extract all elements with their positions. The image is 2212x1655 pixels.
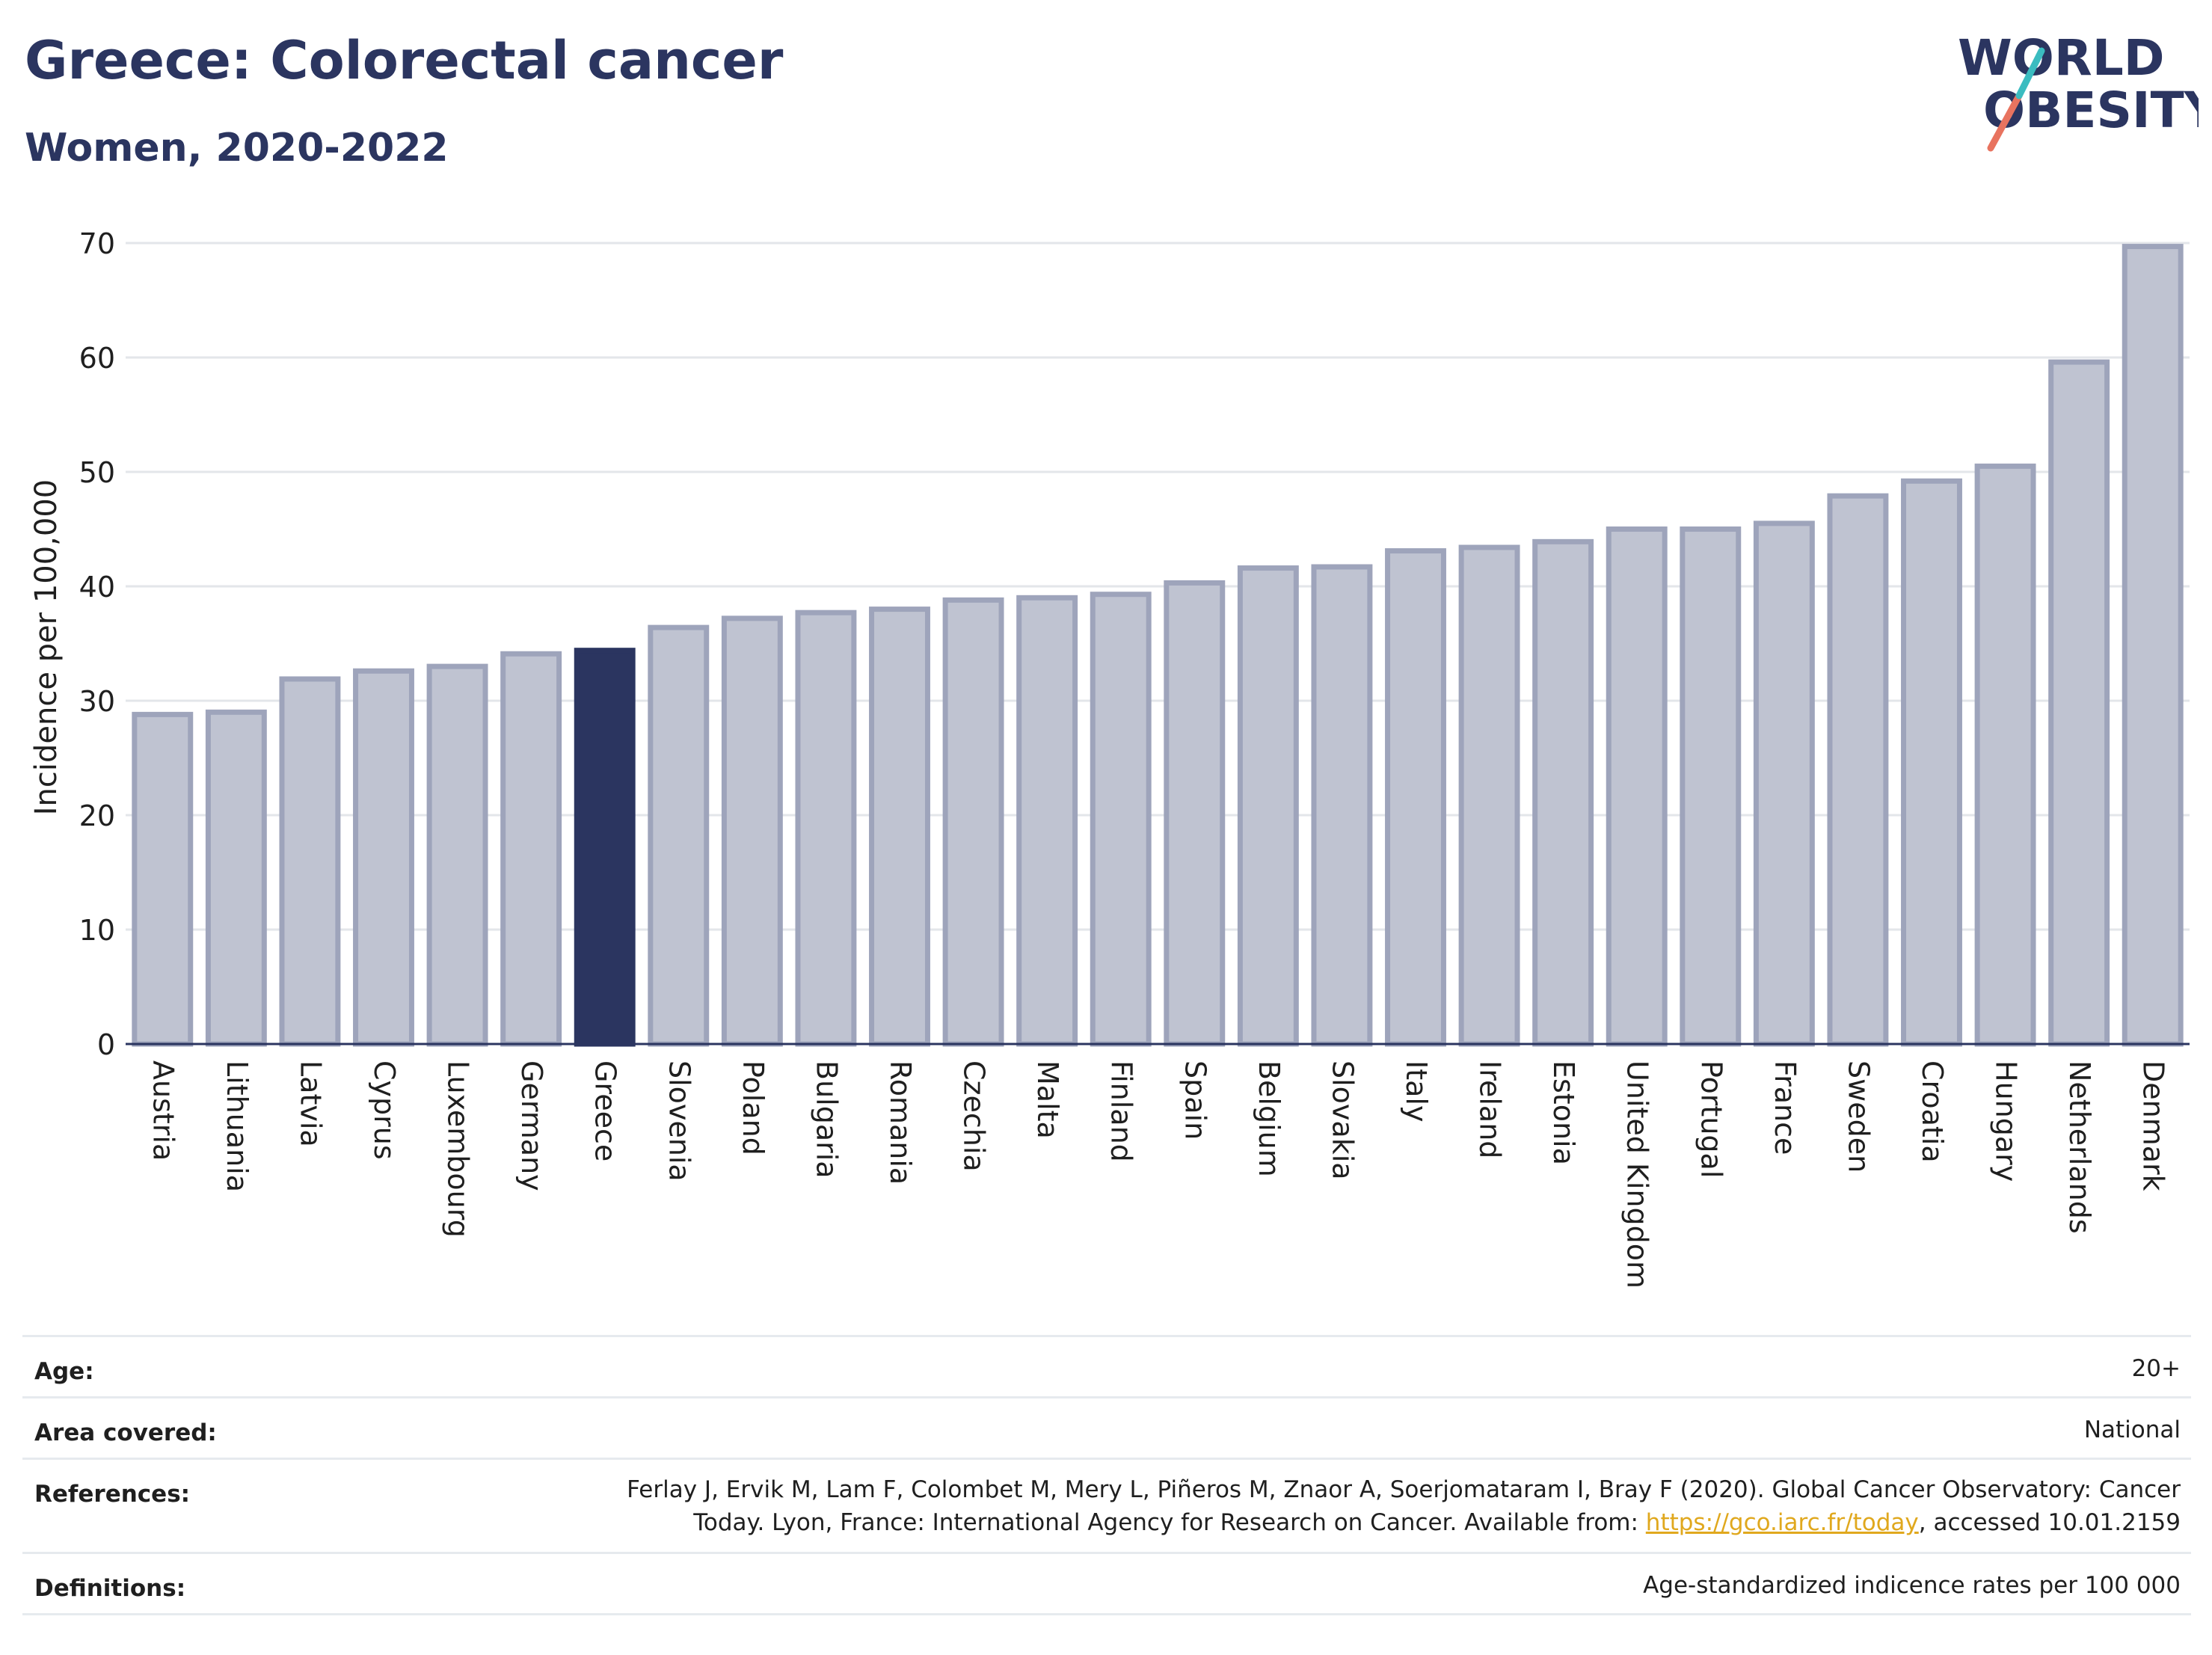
x-tick-label: Romania: [884, 1060, 917, 1185]
y-axis-ticks: 0 10 20 30 40 50 60 70: [79, 227, 115, 1061]
x-axis-ticks: Austria Lithuania Latvia Cyprus Luxembourg Ge…: [147, 1060, 2169, 1289]
y-axis-label: Incidence per 100,000: [29, 479, 64, 816]
x-tick-label: Denmark: [2137, 1060, 2170, 1191]
bar: [1164, 580, 1226, 1047]
bar: [795, 610, 857, 1047]
area-value: National: [2083, 1416, 2181, 1443]
bar: [1974, 463, 2036, 1047]
y-tick-label: 50: [79, 456, 115, 489]
info-row-definitions: Definitions: Age-standardized indicence …: [22, 1552, 2191, 1614]
y-tick-label: 40: [79, 571, 115, 604]
area-label: Area covered:: [34, 1419, 217, 1446]
x-tick-label: Malta: [1031, 1060, 1064, 1139]
logo-line1: WORLD: [1958, 29, 2165, 87]
bar: [1606, 526, 1668, 1047]
bar: [869, 607, 930, 1047]
bar: [574, 648, 636, 1047]
bar: [2122, 244, 2184, 1047]
y-tick-label: 70: [79, 227, 115, 260]
x-tick-label: Sweden: [1842, 1060, 1875, 1173]
bar: [1458, 544, 1520, 1047]
references-label: References:: [34, 1481, 191, 1508]
bar: [500, 651, 562, 1047]
bar: [353, 668, 414, 1047]
x-tick-label: Bulgaria: [810, 1060, 843, 1179]
x-tick-label: Austria: [147, 1060, 179, 1161]
bar: [1532, 538, 1594, 1047]
bar: [648, 624, 710, 1047]
x-tick-label: Luxembourg: [442, 1060, 475, 1238]
x-tick-label: France: [1769, 1060, 1801, 1155]
bar: [205, 709, 267, 1047]
bar: [1827, 493, 1889, 1047]
references-line2: Today. Lyon, France: International Agenc…: [386, 1506, 2181, 1539]
bar: [426, 663, 488, 1047]
info-row-area: Area covered: National: [22, 1396, 2191, 1458]
x-tick-label: Spain: [1179, 1060, 1211, 1140]
x-tick-label: Netherlands: [2063, 1060, 2096, 1234]
bar: [1385, 548, 1446, 1047]
bar: [1311, 564, 1373, 1047]
references-value: Ferlay J, Ervik M, Lam F, Colombet M, Me…: [386, 1473, 2181, 1539]
info-row-age: Age: 20+: [22, 1335, 2191, 1397]
x-tick-label: Hungary: [1990, 1060, 2023, 1182]
bar: [1237, 565, 1299, 1047]
bar: [132, 711, 194, 1047]
x-tick-label: Czechia: [958, 1060, 991, 1172]
x-tick-label: Finland: [1105, 1060, 1138, 1162]
references-line2-post: , accessed 10.01.2159: [1918, 1509, 2181, 1536]
y-tick-label: 60: [79, 342, 115, 375]
x-tick-label: Belgium: [1253, 1060, 1285, 1177]
references-line2-pre: Today. Lyon, France: International Agenc…: [693, 1509, 1646, 1536]
logo-slash-coral: [1987, 92, 2023, 152]
x-tick-label: Slovenia: [663, 1060, 695, 1182]
references-line1: Ferlay J, Ervik M, Lam F, Colombet M, Me…: [627, 1476, 2181, 1503]
bar-chart: 0 10 20 30 40 50 60 70 Austria Lithuania Latvia Cy…: [29, 227, 2190, 1289]
x-tick-label: Cyprus: [368, 1060, 401, 1160]
chart-title: Greece: Colorectal cancer: [25, 30, 784, 91]
logo-slash-teal: [2015, 47, 2045, 99]
y-tick-label: 0: [97, 1028, 115, 1061]
x-tick-label: Croatia: [1916, 1060, 1949, 1163]
age-value: 20+: [2131, 1355, 2181, 1382]
x-tick-label: Portugal: [1695, 1060, 1727, 1178]
x-tick-label: Lithuania: [221, 1060, 254, 1192]
references-link[interactable]: https://gco.iarc.fr/today: [1645, 1509, 1919, 1536]
bar: [1901, 478, 1962, 1047]
definitions-value: Age-standardized indicence rates per 100…: [1643, 1572, 2181, 1599]
x-tick-label: Germany: [515, 1060, 548, 1191]
bar: [1016, 595, 1078, 1047]
x-tick-label: Greece: [589, 1060, 622, 1161]
x-tick-label: United Kingdom: [1621, 1060, 1654, 1289]
bar: [1090, 592, 1152, 1047]
x-tick-label: Slovakia: [1326, 1060, 1359, 1180]
x-tick-label: Italy: [1400, 1060, 1433, 1122]
y-tick-label: 30: [79, 685, 115, 718]
bar: [1680, 526, 1742, 1047]
bars: [132, 244, 2184, 1047]
definitions-label: Definitions:: [34, 1575, 186, 1602]
y-tick-label: 10: [79, 914, 115, 947]
info-row-references: References: Ferlay J, Ervik M, Lam F, Co…: [22, 1458, 2191, 1553]
bar: [1753, 521, 1815, 1047]
bar: [2048, 359, 2110, 1047]
x-tick-label: Latvia: [294, 1060, 327, 1147]
x-tick-label: Ireland: [1474, 1060, 1507, 1158]
info-bottom-border: [22, 1613, 2191, 1615]
age-label: Age:: [34, 1358, 94, 1385]
x-tick-label: Poland: [737, 1060, 769, 1155]
bar: [279, 676, 341, 1047]
chart-subtitle: Women, 2020-2022: [25, 126, 449, 171]
x-tick-label: Estonia: [1547, 1060, 1580, 1165]
bar: [721, 615, 783, 1047]
bar: [942, 597, 1004, 1047]
y-tick-label: 20: [79, 799, 115, 832]
world-obesity-logo: WORLD OBESITY: [1958, 29, 2199, 152]
